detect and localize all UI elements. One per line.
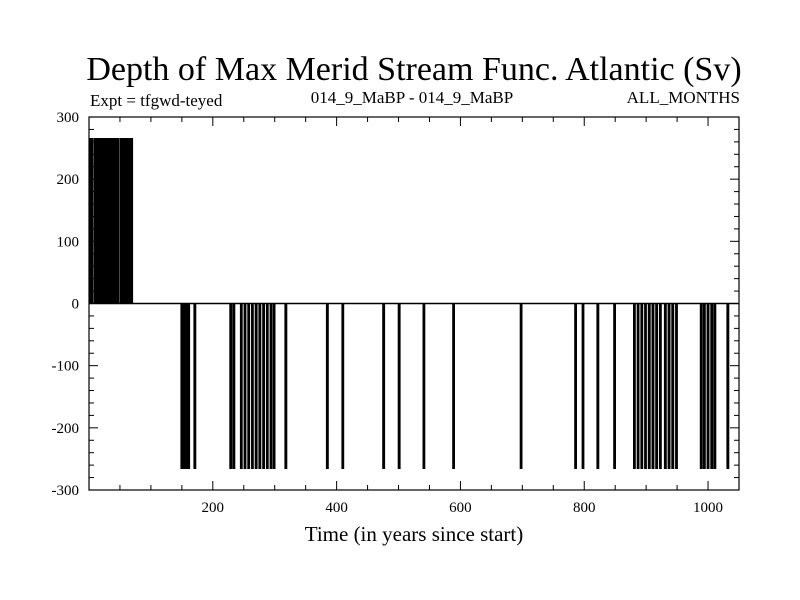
y-tick-label: 100 xyxy=(57,234,80,250)
x-axis-label: Time (in years since start) xyxy=(305,522,524,546)
months-label: ALL_MONTHS xyxy=(627,88,740,107)
x-tick-label: 800 xyxy=(573,500,596,516)
x-tick-label: 400 xyxy=(325,500,348,516)
series-path xyxy=(88,138,739,469)
period-label: 014_9_MaBP - 014_9_MaBP xyxy=(311,88,513,107)
x-tick-label: 200 xyxy=(202,500,225,516)
y-tick-label: 200 xyxy=(57,172,80,188)
x-tick-label: 600 xyxy=(449,500,472,516)
y-tick-label: 300 xyxy=(57,110,80,126)
experiment-label: Expt = tfgwd-teyed xyxy=(90,91,223,110)
chart-title: Depth of Max Merid Stream Func. Atlantic… xyxy=(86,51,741,88)
y-tick-label: -300 xyxy=(52,483,80,499)
y-tick-label: -200 xyxy=(52,421,80,437)
x-tick-label: 1000 xyxy=(693,500,723,516)
series-line xyxy=(88,138,739,469)
y-tick-label: 0 xyxy=(72,297,80,313)
y-tick-label: -100 xyxy=(52,359,80,375)
